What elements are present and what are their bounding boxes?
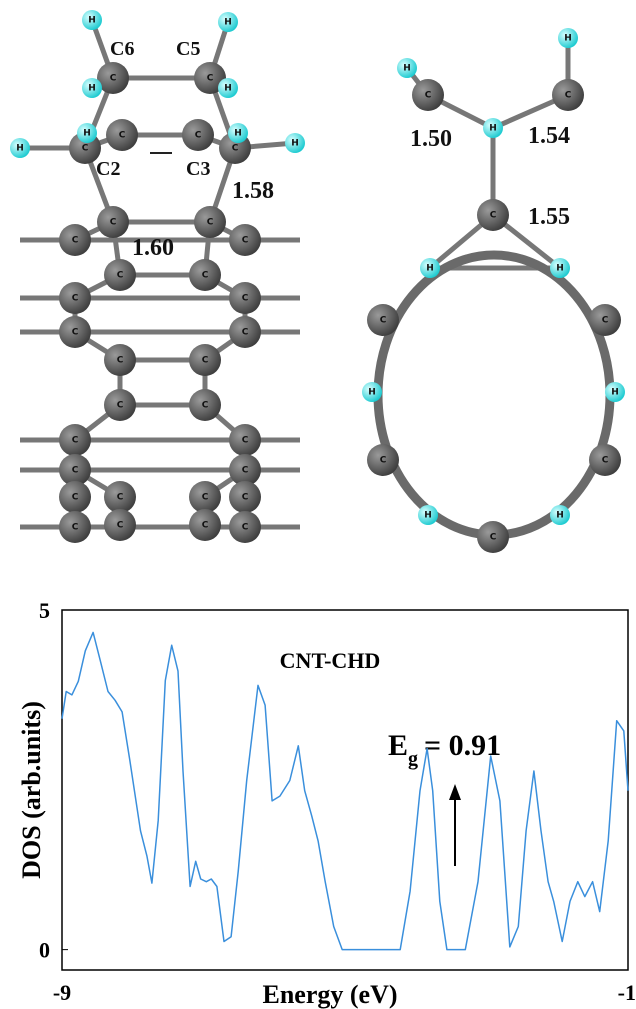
atom-label: C xyxy=(232,144,239,154)
atom-label: C xyxy=(72,328,79,338)
atom-label: C xyxy=(202,401,209,411)
atom-label: H xyxy=(88,84,96,94)
atom-label: H xyxy=(611,388,619,398)
atom-label: C xyxy=(72,493,79,503)
atom-name: C6 xyxy=(110,38,134,60)
atom-label: C xyxy=(202,521,209,531)
atom-label: C xyxy=(207,218,214,228)
atom-label: C xyxy=(202,356,209,366)
atom-label: H xyxy=(403,64,411,74)
atom-label: C xyxy=(242,328,249,338)
atom-label: C xyxy=(602,316,609,326)
annotation-arrowhead xyxy=(449,784,461,800)
atom-label: C xyxy=(380,316,387,326)
atom-label: C xyxy=(119,131,126,141)
atom-label: H xyxy=(224,18,232,28)
atom-label: H xyxy=(556,511,564,521)
atom-label: C xyxy=(425,91,432,101)
bond-length: 1.58 xyxy=(232,178,274,204)
annotation-subscript: g xyxy=(408,748,418,770)
atom-label: C xyxy=(202,271,209,281)
annotation-text: = 0.91 xyxy=(424,729,501,762)
y-axis-label: DOS (arb.units) xyxy=(17,701,46,879)
atom-label: C xyxy=(242,493,249,503)
atom-label: H xyxy=(291,139,299,149)
atom-label: C xyxy=(242,523,249,533)
atom-label: C xyxy=(195,131,202,141)
atom-label: C xyxy=(202,493,209,503)
y-tick-label: 0 xyxy=(39,938,50,963)
atom-label: H xyxy=(88,16,96,26)
atom-label: C xyxy=(72,236,79,246)
atom-label: C xyxy=(380,456,387,466)
bond-length: 1.55 xyxy=(528,204,570,230)
atom-label: C xyxy=(602,456,609,466)
atom-label: C xyxy=(72,523,79,533)
atom-label: C xyxy=(117,521,124,531)
atom-label: H xyxy=(83,129,91,139)
atom-label: H xyxy=(424,511,432,521)
atom-label: C xyxy=(490,211,497,221)
y-tick-label: 5 xyxy=(39,598,50,623)
atom-label: H xyxy=(224,84,232,94)
atom-label: C xyxy=(72,436,79,446)
tube-ring xyxy=(378,255,610,535)
atom-label: C xyxy=(110,74,117,84)
atom-label: H xyxy=(234,129,242,139)
annotation: Eg = 0.91 xyxy=(388,729,501,770)
atom-label: C xyxy=(242,466,249,476)
atom-label: C xyxy=(242,436,249,446)
bond-length: 1.60 xyxy=(132,235,174,261)
atom-label: C xyxy=(117,493,124,503)
x-tick-label: -1 xyxy=(618,980,636,1005)
figure: HHCCHHHHCHCHCCCCCCCCCCCCCCCCCCCCCCCCCCCC… xyxy=(0,0,636,1009)
atom-label: C xyxy=(72,294,79,304)
atom-label: C xyxy=(490,533,497,543)
page: {"structures": { "left": { "atoms": ["H"… xyxy=(0,0,636,1009)
atom-label: C xyxy=(242,236,249,246)
atom-label: H xyxy=(426,264,434,274)
bond-length: 1.50 xyxy=(410,126,452,152)
x-tick-label: -9 xyxy=(53,980,71,1005)
bonds xyxy=(20,20,568,527)
atom-label: C xyxy=(242,294,249,304)
atom-label: H xyxy=(564,34,572,44)
atom-label: C xyxy=(72,466,79,476)
atom-label: C xyxy=(110,218,117,228)
atom-label: C xyxy=(117,356,124,366)
atom-label: C xyxy=(117,271,124,281)
bond-length: 1.54 xyxy=(528,123,570,149)
atom-label: H xyxy=(489,124,497,134)
atom-name: C3 xyxy=(186,158,210,180)
atom-label: H xyxy=(368,388,376,398)
chart: Energy (eV) DOS (arb.units) CNT-CHD Eg = … xyxy=(17,598,636,1009)
atom-label: H xyxy=(556,264,564,274)
atom-name: C5 xyxy=(176,38,200,60)
atom-label: C xyxy=(82,144,89,154)
atom-label: C xyxy=(565,91,572,101)
annotation-symbol: E xyxy=(388,729,408,762)
atom-label: C xyxy=(207,74,214,84)
atom-label: C xyxy=(117,401,124,411)
atom-label: H xyxy=(16,144,24,154)
chart-title: CNT-CHD xyxy=(280,648,381,673)
atom-name: C2 xyxy=(96,158,120,180)
x-axis-label: Energy (eV) xyxy=(262,980,397,1009)
dos-line xyxy=(62,632,628,949)
